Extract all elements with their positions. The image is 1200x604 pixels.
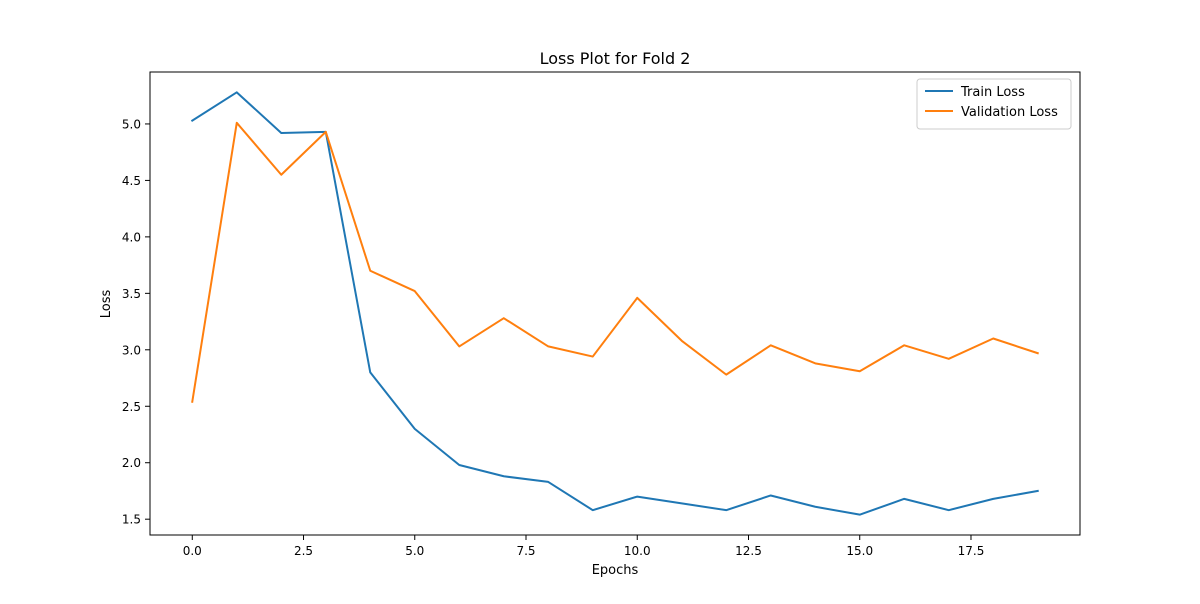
- x-axis-label: Epochs: [592, 563, 639, 578]
- legend-label-validation-loss: Validation Loss: [961, 105, 1058, 120]
- legend-label-train-loss: Train Loss: [960, 85, 1025, 100]
- validation-loss-line: [191, 121, 1039, 403]
- y-tick-label: 2.0: [122, 456, 141, 470]
- x-tick-label: 10.0: [624, 544, 651, 558]
- y-axis-label: Loss: [99, 290, 114, 319]
- y-tick-label: 4.0: [122, 230, 141, 244]
- x-tick-label: 7.5: [516, 544, 535, 558]
- x-tick-label: 17.5: [958, 544, 985, 558]
- y-tick-label: 1.5: [122, 513, 141, 527]
- y-tick-label: 5.0: [122, 117, 141, 131]
- x-tick-label: 12.5: [735, 544, 762, 558]
- x-tick-label: 5.0: [405, 544, 424, 558]
- legend-box: [916, 78, 1072, 130]
- y-tick-label: 2.5: [122, 400, 141, 414]
- axes-frame: [149, 71, 1081, 536]
- train-loss-line: [190, 91, 1039, 516]
- y-tick-label: 3.5: [122, 287, 141, 301]
- chart-title: Loss Plot for Fold 2: [540, 49, 691, 68]
- legend: Train Loss Validation Loss: [916, 78, 1072, 130]
- y-tick-label: 4.5: [122, 174, 141, 188]
- x-tick-label: 0.0: [183, 544, 202, 558]
- plot-area: [190, 91, 1039, 516]
- y-tick-label: 3.0: [122, 343, 141, 357]
- x-tick-label: 15.0: [846, 544, 873, 558]
- x-tick-label: 2.5: [294, 544, 313, 558]
